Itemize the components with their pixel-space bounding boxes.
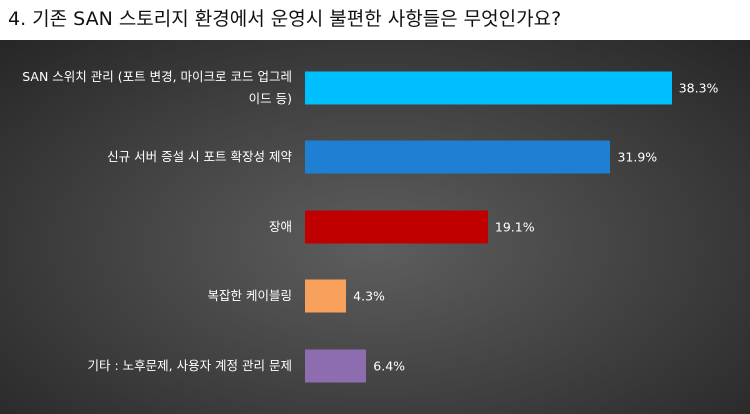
bar	[305, 279, 347, 313]
bar	[305, 210, 488, 244]
bar	[305, 140, 611, 174]
category-label: 신규 서버 증설 시 포트 확장성 제약	[107, 149, 292, 165]
value-label: 19.1%	[494, 219, 535, 235]
value-label: 31.9%	[617, 149, 658, 165]
chart-title: 4. 기존 SAN 스토리지 환경에서 운영시 불편한 사항들은 무엇인가요?	[8, 8, 562, 30]
plot-area: SAN 스위치 관리 (포트 변경, 마이크로 코드 업그레이드 등) 38.3%…	[0, 40, 750, 414]
category-label: SAN 스위치 관리 (포트 변경, 마이크로 코드 업그레이드 등)	[22, 69, 292, 106]
value-label: 4.3%	[353, 288, 385, 304]
bar	[305, 71, 672, 105]
category-label: 복잡한 케이블링	[207, 288, 292, 304]
value-label: 38.3%	[678, 80, 719, 96]
category-label: 장애	[268, 218, 292, 234]
category-label: 기타 : 노후문제, 사용자 계정 관리 문제	[87, 357, 292, 373]
value-label: 6.4%	[373, 358, 406, 374]
bar	[305, 349, 367, 383]
